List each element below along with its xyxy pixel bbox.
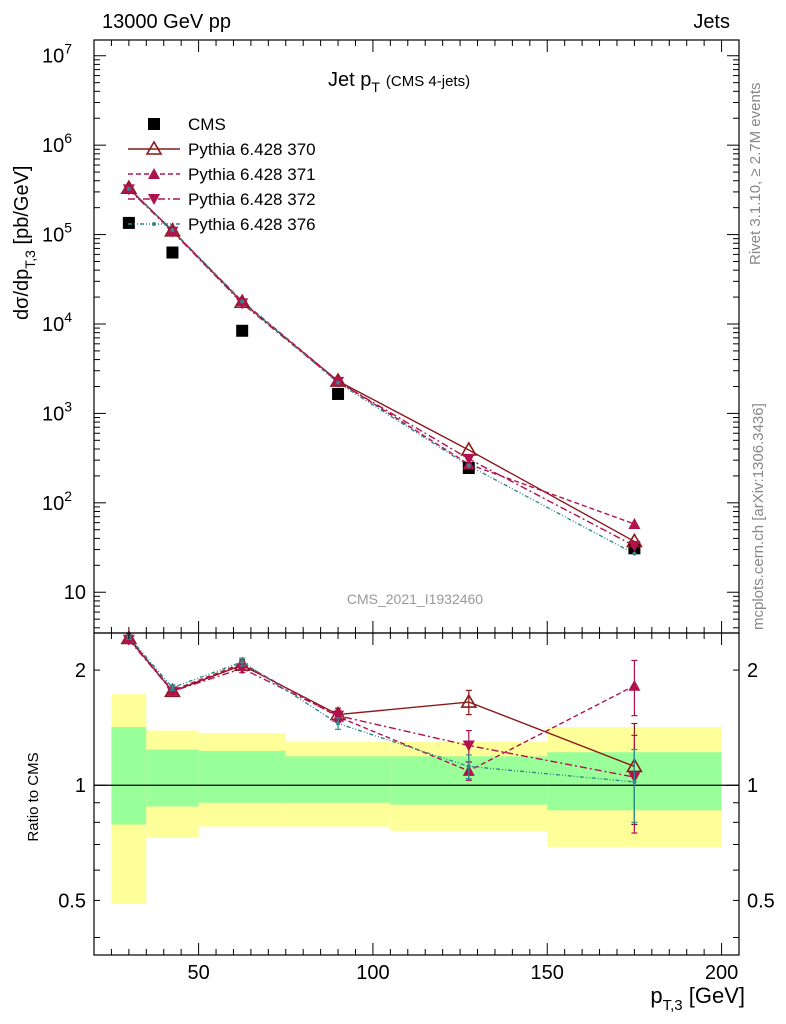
y-tick-label: 105 bbox=[42, 220, 72, 247]
legend-entry-3: Pythia 6.428 372 bbox=[188, 190, 316, 209]
ratio-point-3 bbox=[336, 721, 341, 726]
legend-marker-1 bbox=[145, 140, 163, 155]
legend-entry-0: CMS bbox=[188, 115, 226, 134]
legend-entry-2: Pythia 6.428 371 bbox=[188, 165, 316, 184]
rivet-label: Rivet 3.1.10, ≥ 2.7M events bbox=[747, 83, 764, 266]
series-line-4 bbox=[128, 188, 635, 555]
x-tick-label: 200 bbox=[705, 962, 738, 984]
ratio-band-inner bbox=[146, 749, 199, 807]
data-point-4 bbox=[632, 551, 637, 556]
y-tick-label: 104 bbox=[42, 309, 72, 336]
ratio-y-tick-label: 2 bbox=[75, 660, 86, 682]
x-tick-label: 50 bbox=[187, 962, 209, 984]
ratio-band-inner bbox=[111, 726, 147, 825]
ratio-y-tick-label: 1 bbox=[747, 775, 758, 797]
y-tick-label: 107 bbox=[42, 41, 72, 68]
data-point-0 bbox=[166, 246, 179, 259]
y-tick-label: 103 bbox=[42, 398, 72, 425]
y-tick-label: 10 bbox=[64, 582, 86, 604]
series-line-1 bbox=[128, 187, 635, 543]
data-point-4 bbox=[126, 186, 131, 191]
data-point-0 bbox=[236, 324, 249, 337]
ratio-point-0 bbox=[460, 693, 478, 708]
data-point-4 bbox=[240, 299, 245, 304]
data-point-2 bbox=[628, 517, 641, 529]
ratio-point-2 bbox=[122, 634, 135, 646]
ratio-point-3 bbox=[632, 779, 637, 784]
ratio-line-2 bbox=[128, 639, 635, 778]
ratio-point-2 bbox=[462, 740, 475, 752]
ratio-y-tick-label: 1 bbox=[75, 775, 86, 797]
ratio-y-tick-label: 2 bbox=[747, 660, 758, 682]
legend-marker-4 bbox=[152, 222, 156, 226]
plot-title: Jet pT (CMS 4-jets) bbox=[328, 69, 470, 95]
analysis-id: CMS_2021_I1932460 bbox=[347, 591, 483, 607]
series-line-3 bbox=[128, 188, 635, 547]
x-tick-label: 150 bbox=[531, 962, 564, 984]
ratio-point-2 bbox=[166, 686, 179, 698]
data-point-0 bbox=[332, 387, 345, 400]
ratio-y-tick-label: 0.5 bbox=[747, 890, 775, 912]
ratio-plot-frame bbox=[93, 632, 740, 956]
data-point-3 bbox=[462, 453, 475, 465]
ratio-y-axis-label: Ratio to CMS bbox=[25, 752, 42, 841]
ratio-y-tick-label: 0.5 bbox=[58, 890, 86, 912]
header-energy: 13000 GeV pp bbox=[102, 11, 231, 33]
ratio-band-inner bbox=[285, 756, 391, 803]
ratio-point-3 bbox=[466, 764, 471, 769]
data-point-3 bbox=[236, 298, 249, 310]
x-axis-label: pT,3 [GeV] bbox=[650, 983, 745, 1014]
legend-marker-2 bbox=[148, 168, 160, 179]
ratio-point-1 bbox=[628, 679, 641, 691]
data-point-4 bbox=[170, 228, 175, 233]
ratio-line-3 bbox=[128, 636, 635, 783]
data-point-3 bbox=[628, 540, 641, 552]
ratio-point-3 bbox=[240, 659, 245, 664]
ratio-band-inner bbox=[198, 750, 286, 803]
legend-marker-0 bbox=[148, 118, 160, 130]
data-point-4 bbox=[466, 463, 471, 468]
data-point-4 bbox=[336, 380, 341, 385]
mcplots-label: mcplots.cern.ch [arXiv:1306.3436] bbox=[750, 403, 767, 630]
series-line-2 bbox=[128, 187, 635, 525]
ratio-line-1 bbox=[128, 637, 635, 772]
legend-entry-4: Pythia 6.428 376 bbox=[188, 215, 316, 234]
data-point-1 bbox=[460, 441, 478, 456]
x-tick-label: 100 bbox=[356, 962, 389, 984]
top-y-axis-label: dσ/dpT,3 [pb/GeV] bbox=[11, 166, 38, 320]
ratio-point-3 bbox=[170, 685, 175, 690]
y-tick-label: 106 bbox=[42, 130, 72, 157]
data-point-0 bbox=[122, 216, 135, 229]
ratio-point-2 bbox=[332, 710, 345, 722]
y-tick-label: 102 bbox=[42, 488, 72, 515]
header-process: Jets bbox=[693, 11, 730, 33]
legend-marker-3 bbox=[148, 194, 160, 205]
legend-entry-1: Pythia 6.428 370 bbox=[188, 140, 316, 159]
